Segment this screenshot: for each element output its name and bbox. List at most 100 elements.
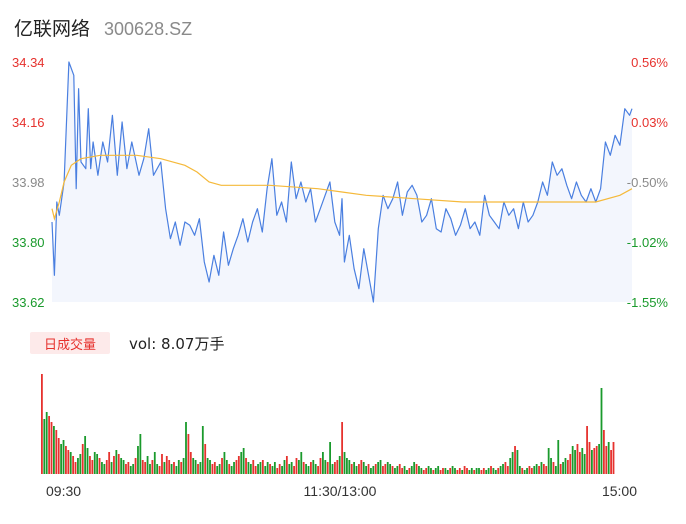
- volume-bar: [610, 450, 612, 474]
- price-tick-label: 33.80: [12, 235, 45, 250]
- volume-bar: [523, 470, 526, 474]
- volume-bar: [372, 466, 375, 474]
- volume-bar: [101, 462, 103, 474]
- volume-bar: [55, 430, 58, 474]
- volume-bar: [185, 422, 187, 474]
- price-area-fill: [52, 62, 632, 302]
- volume-bar: [223, 452, 226, 474]
- volume-bar: [201, 426, 204, 474]
- volume-bar: [113, 456, 115, 474]
- volume-bar: [331, 464, 334, 474]
- volume-bar: [309, 462, 312, 474]
- volume-bar: [93, 452, 96, 474]
- volume-bar: [365, 466, 368, 474]
- volume-bar: [129, 466, 132, 474]
- volume-badge[interactable]: 日成交量: [30, 332, 110, 354]
- volume-bar: [297, 460, 300, 474]
- volume-bar: [458, 468, 461, 474]
- volume-bar: [403, 466, 406, 474]
- volume-bar: [69, 452, 72, 474]
- volume-bar: [547, 448, 550, 474]
- volume-bar: [439, 470, 442, 474]
- volume-bar: [499, 466, 502, 474]
- volume-bar: [509, 458, 512, 474]
- volume-bar: [187, 434, 190, 474]
- volume-bar: [228, 464, 231, 474]
- volume-bar: [588, 442, 591, 474]
- volume-bar: [518, 466, 521, 474]
- volume-bar: [168, 460, 171, 474]
- volume-bar: [422, 470, 425, 474]
- volume-bar: [105, 460, 108, 474]
- volume-bar: [329, 442, 331, 474]
- volume-bar: [576, 444, 579, 474]
- volume-bar: [72, 456, 75, 474]
- volume-bar: [590, 450, 593, 474]
- volume-bar: [566, 460, 569, 474]
- volume-bar: [156, 464, 159, 474]
- volume-bar: [221, 458, 223, 474]
- volume-bar: [492, 468, 495, 474]
- volume-bar: [144, 462, 147, 474]
- volume-bar: [161, 454, 163, 474]
- volume-bar: [45, 412, 48, 474]
- volume-bar: [396, 466, 399, 474]
- volume-bar: [132, 464, 135, 474]
- percent-tick-label: 0.03%: [631, 115, 668, 130]
- volume-bar: [213, 462, 216, 474]
- volume-bar: [247, 462, 250, 474]
- volume-bar: [237, 456, 240, 474]
- volume-bar: [514, 446, 516, 474]
- volume-bar: [153, 452, 156, 474]
- volume-bar: [401, 468, 404, 474]
- volume-bar: [598, 444, 600, 474]
- volume-bar: [204, 444, 207, 474]
- volume-bar: [530, 468, 533, 474]
- volume-bar: [180, 462, 183, 474]
- stock-code: 300628.SZ: [104, 19, 193, 39]
- volume-bar: [398, 464, 401, 474]
- volume-bar: [257, 464, 259, 474]
- price-axis-left: 34.34 34.16 33.98 33.80 33.62: [12, 55, 45, 310]
- volume-bar: [273, 462, 276, 474]
- volume-bar: [127, 462, 130, 474]
- volume-bar: [312, 460, 315, 474]
- volume-bar: [350, 464, 353, 474]
- volume-bar: [406, 470, 408, 474]
- volume-bar: [348, 460, 351, 474]
- percent-tick-label: 0.56%: [631, 55, 668, 70]
- volume-bar: [305, 464, 307, 474]
- volume-bar: [91, 460, 94, 474]
- volume-bar: [84, 436, 87, 474]
- volume-bar: [74, 462, 77, 474]
- volume-bar: [290, 462, 293, 474]
- price-panel: [51, 61, 633, 303]
- volume-bar: [89, 456, 91, 474]
- volume-bar: [571, 446, 574, 474]
- percent-tick-label: -1.02%: [627, 235, 669, 250]
- volume-bar: [211, 464, 214, 474]
- volume-bar: [324, 460, 327, 474]
- volume-bar: [473, 470, 476, 474]
- volume-bars: [41, 374, 615, 474]
- volume-bar: [300, 452, 303, 474]
- volume-bar: [355, 466, 358, 474]
- volume-bar: [151, 460, 154, 474]
- volume-bar: [235, 460, 238, 474]
- volume-bar: [540, 462, 543, 474]
- volume-bar: [593, 448, 596, 474]
- volume-bar: [281, 466, 283, 474]
- volume-bar: [461, 470, 464, 474]
- percent-tick-label: -0.50%: [627, 175, 669, 190]
- volume-bar: [86, 448, 89, 474]
- volume-bar: [545, 466, 548, 474]
- volume-bar: [425, 468, 428, 474]
- volume-bar: [449, 468, 452, 474]
- volume-bar: [295, 458, 298, 474]
- volume-bar: [137, 446, 139, 474]
- volume-bar: [470, 468, 473, 474]
- volume-bar: [442, 468, 444, 474]
- volume-bar: [245, 458, 247, 474]
- volume-bar: [278, 464, 281, 474]
- volume-bar: [336, 460, 339, 474]
